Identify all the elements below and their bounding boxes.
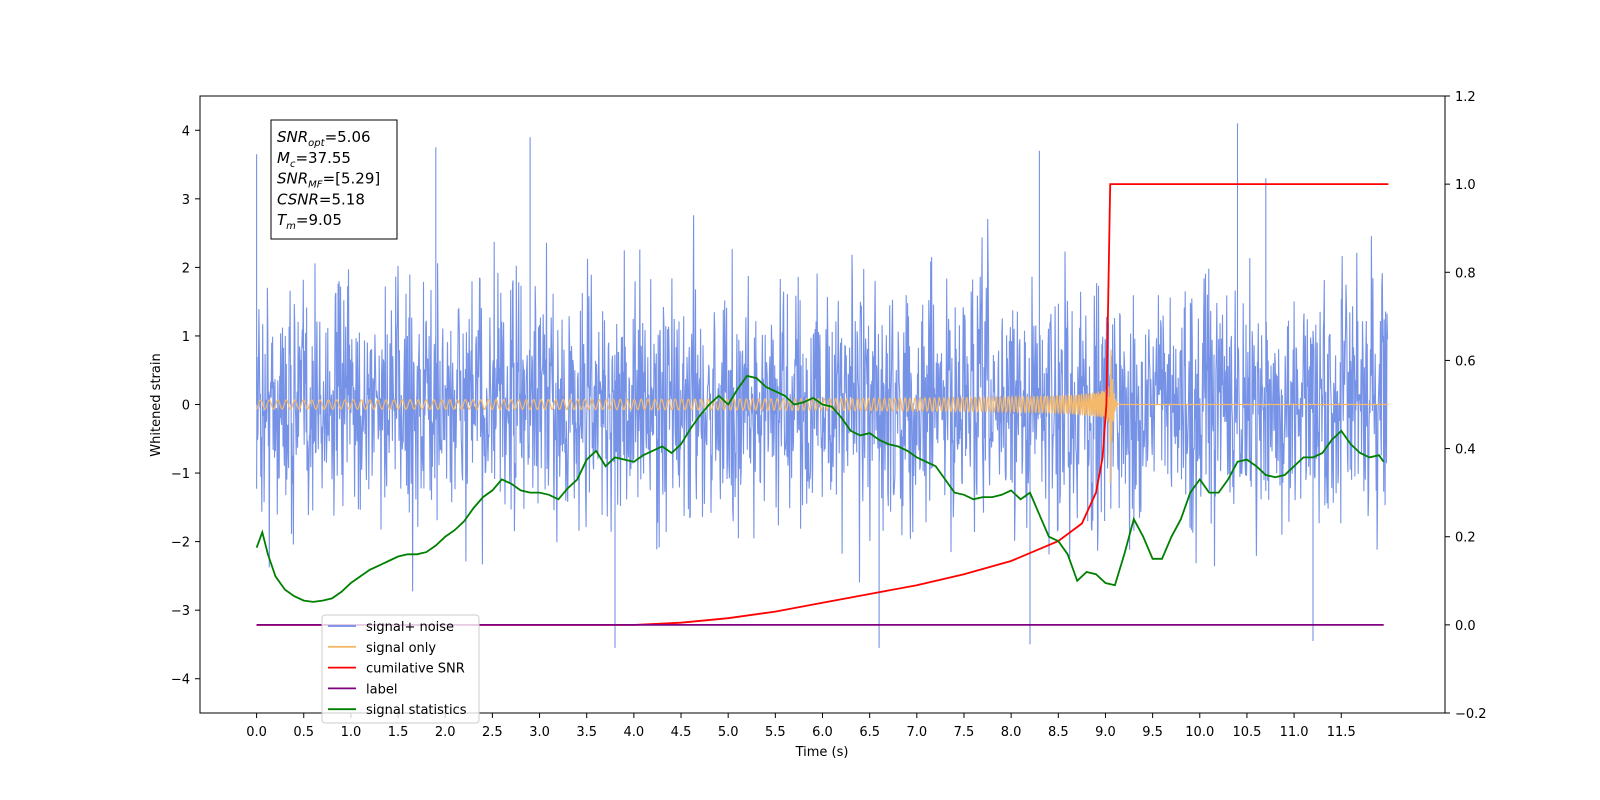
legend-label: label xyxy=(366,682,397,697)
annotation-value: =[5.29] xyxy=(323,170,381,188)
x-tick-label: 2.5 xyxy=(482,725,503,740)
annotation-subscript: c xyxy=(290,159,296,170)
annotation-value: =9.05 xyxy=(296,211,342,229)
y-tick-label: 1 xyxy=(182,330,190,345)
y2-tick-label: 0.0 xyxy=(1455,619,1476,634)
x-tick-label: 11.0 xyxy=(1280,725,1309,740)
x-tick-label: 1.0 xyxy=(341,725,362,740)
y-axis-label: Whitened strain xyxy=(149,353,164,456)
x-tick-label: 5.5 xyxy=(765,725,786,740)
x-axis-ticks: 0.0 0.5 1.0 1.5 2.0 2.5 3.0 3.5 4.0 4.5 5.0 5.5 6.0 6… xyxy=(246,713,1356,740)
annotation-symbol: T xyxy=(277,211,288,229)
series-signal-noise xyxy=(256,123,1389,648)
annotation-line: SNRopt=5.06 xyxy=(277,128,371,149)
annotation-subscript: MF xyxy=(308,180,323,191)
y2-tick-label: 0.8 xyxy=(1455,266,1476,281)
annotation-symbol: SNR xyxy=(277,128,308,146)
y2-tick-label: 0.2 xyxy=(1455,531,1476,546)
x-tick-label: 4.0 xyxy=(624,725,645,740)
annotation-subscript: m xyxy=(286,221,296,232)
x-tick-label: 3.0 xyxy=(529,725,550,740)
x-tick-label: 9.5 xyxy=(1142,725,1163,740)
legend-label: signal+ noise xyxy=(366,620,454,635)
legend-frame xyxy=(321,614,480,724)
x-axis-label: Time (s) xyxy=(795,745,849,760)
x-tick-label: 0.0 xyxy=(246,725,267,740)
x-tick-label: 7.0 xyxy=(906,725,927,740)
annotation-value: =37.55 xyxy=(295,149,351,167)
x-tick-label: 10.0 xyxy=(1185,725,1214,740)
x-tick-label: 4.5 xyxy=(671,725,692,740)
series-signal-statistics xyxy=(255,374,1385,603)
y2-tick-label: 1.2 xyxy=(1455,90,1476,105)
legend: signal+ noise signal only cumilative SNR la… xyxy=(321,614,480,724)
legend-label: cumilative SNR xyxy=(366,662,465,677)
annotation-line: Tm=9.05 xyxy=(277,211,342,232)
x-tick-label: 8.0 xyxy=(1001,725,1022,740)
x-tick-label: 2.0 xyxy=(435,725,456,740)
annotation-frame xyxy=(270,119,398,240)
x-tick-label: 11.5 xyxy=(1327,725,1356,740)
y-axis-ticks: 4 3 2 1 0 −1 −2 −3 −4 xyxy=(171,124,200,688)
annotation-subscript: opt xyxy=(308,138,325,149)
x-tick-label: 10.5 xyxy=(1232,725,1261,740)
y-tick-label: 0 xyxy=(182,399,190,414)
y2-tick-label: 0.6 xyxy=(1455,354,1476,369)
annotation-symbol: M xyxy=(277,149,290,167)
annotation-line: SNRMF=[5.29] xyxy=(277,170,380,191)
x-tick-label: 5.0 xyxy=(718,725,739,740)
legend-label: signal statistics xyxy=(366,703,467,718)
legend-label: signal only xyxy=(366,641,436,656)
y2-tick-label: 1.0 xyxy=(1455,178,1476,193)
y-tick-label: −4 xyxy=(171,673,190,688)
y-tick-label: −1 xyxy=(171,467,190,482)
plot-series xyxy=(255,123,1389,648)
series-signal-only xyxy=(256,349,1389,484)
annotation-value: =5.18 xyxy=(319,190,365,208)
y2-tick-label: −0.2 xyxy=(1455,707,1487,722)
y2-axis-ticks: 1.2 1.0 0.8 0.6 0.4 0.2 0.0 −0.2 xyxy=(1445,90,1487,722)
x-tick-label: 6.5 xyxy=(859,725,880,740)
series-cumulative-snr xyxy=(256,183,1389,626)
y-tick-label: −3 xyxy=(171,604,190,619)
x-tick-label: 8.5 xyxy=(1048,725,1069,740)
y-tick-label: 4 xyxy=(182,124,190,139)
annotation-symbol: SNR xyxy=(277,170,308,188)
x-tick-label: 0.5 xyxy=(293,725,314,740)
y-tick-label: 2 xyxy=(182,261,190,276)
x-tick-label: 6.0 xyxy=(812,725,833,740)
x-tick-label: 7.5 xyxy=(954,725,975,740)
annotation-symbol: CSNR xyxy=(277,190,319,208)
x-tick-label: 9.0 xyxy=(1095,725,1116,740)
y-tick-label: −2 xyxy=(171,536,190,551)
annotation-line: CSNR=5.18 xyxy=(277,190,365,208)
y2-tick-label: 0.4 xyxy=(1455,443,1476,458)
y-tick-label: 3 xyxy=(182,193,190,208)
parameters-annotation-box: SNRopt=5.06Mc=37.55SNRMF=[5.29]CSNR=5.18… xyxy=(270,119,398,240)
annotation-line: Mc=37.55 xyxy=(277,149,351,170)
x-tick-label: 1.5 xyxy=(388,725,409,740)
annotation-value: =5.06 xyxy=(325,128,371,146)
x-tick-label: 3.5 xyxy=(576,725,597,740)
